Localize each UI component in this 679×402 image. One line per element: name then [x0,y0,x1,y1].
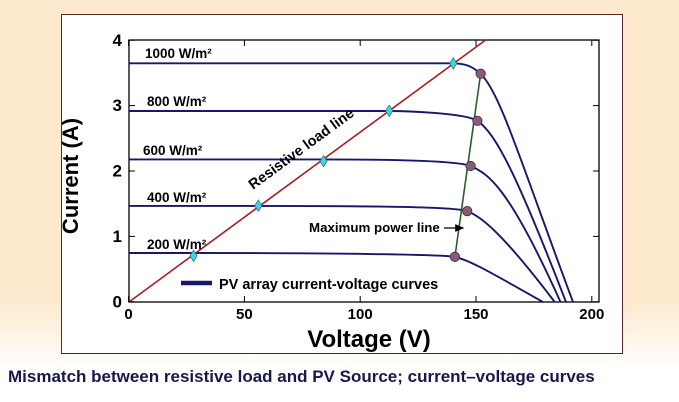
svg-text:150: 150 [463,306,488,323]
svg-text:600 W/m²: 600 W/m² [143,143,203,158]
svg-text:Current (A): Current (A) [58,118,83,234]
svg-text:3: 3 [113,96,122,115]
svg-text:50: 50 [236,306,253,323]
svg-text:0: 0 [113,293,122,312]
svg-text:2: 2 [113,162,122,181]
svg-text:0: 0 [124,306,132,323]
svg-text:100: 100 [348,306,373,323]
svg-text:200: 200 [579,306,604,323]
svg-text:1000 W/m²: 1000 W/m² [145,46,212,61]
svg-text:Voltage (V): Voltage (V) [307,326,431,353]
svg-text:800 W/m²: 800 W/m² [147,94,207,109]
svg-text:400 W/m²: 400 W/m² [147,190,207,205]
svg-text:200 W/m²: 200 W/m² [147,237,207,252]
svg-text:PV array current-voltage curve: PV array current-voltage curves [219,277,438,293]
svg-text:4: 4 [113,31,123,50]
svg-text:Resistive load line: Resistive load line [246,105,357,193]
svg-text:1: 1 [113,227,122,246]
svg-text:Maximum power line: Maximum power line [309,220,440,235]
